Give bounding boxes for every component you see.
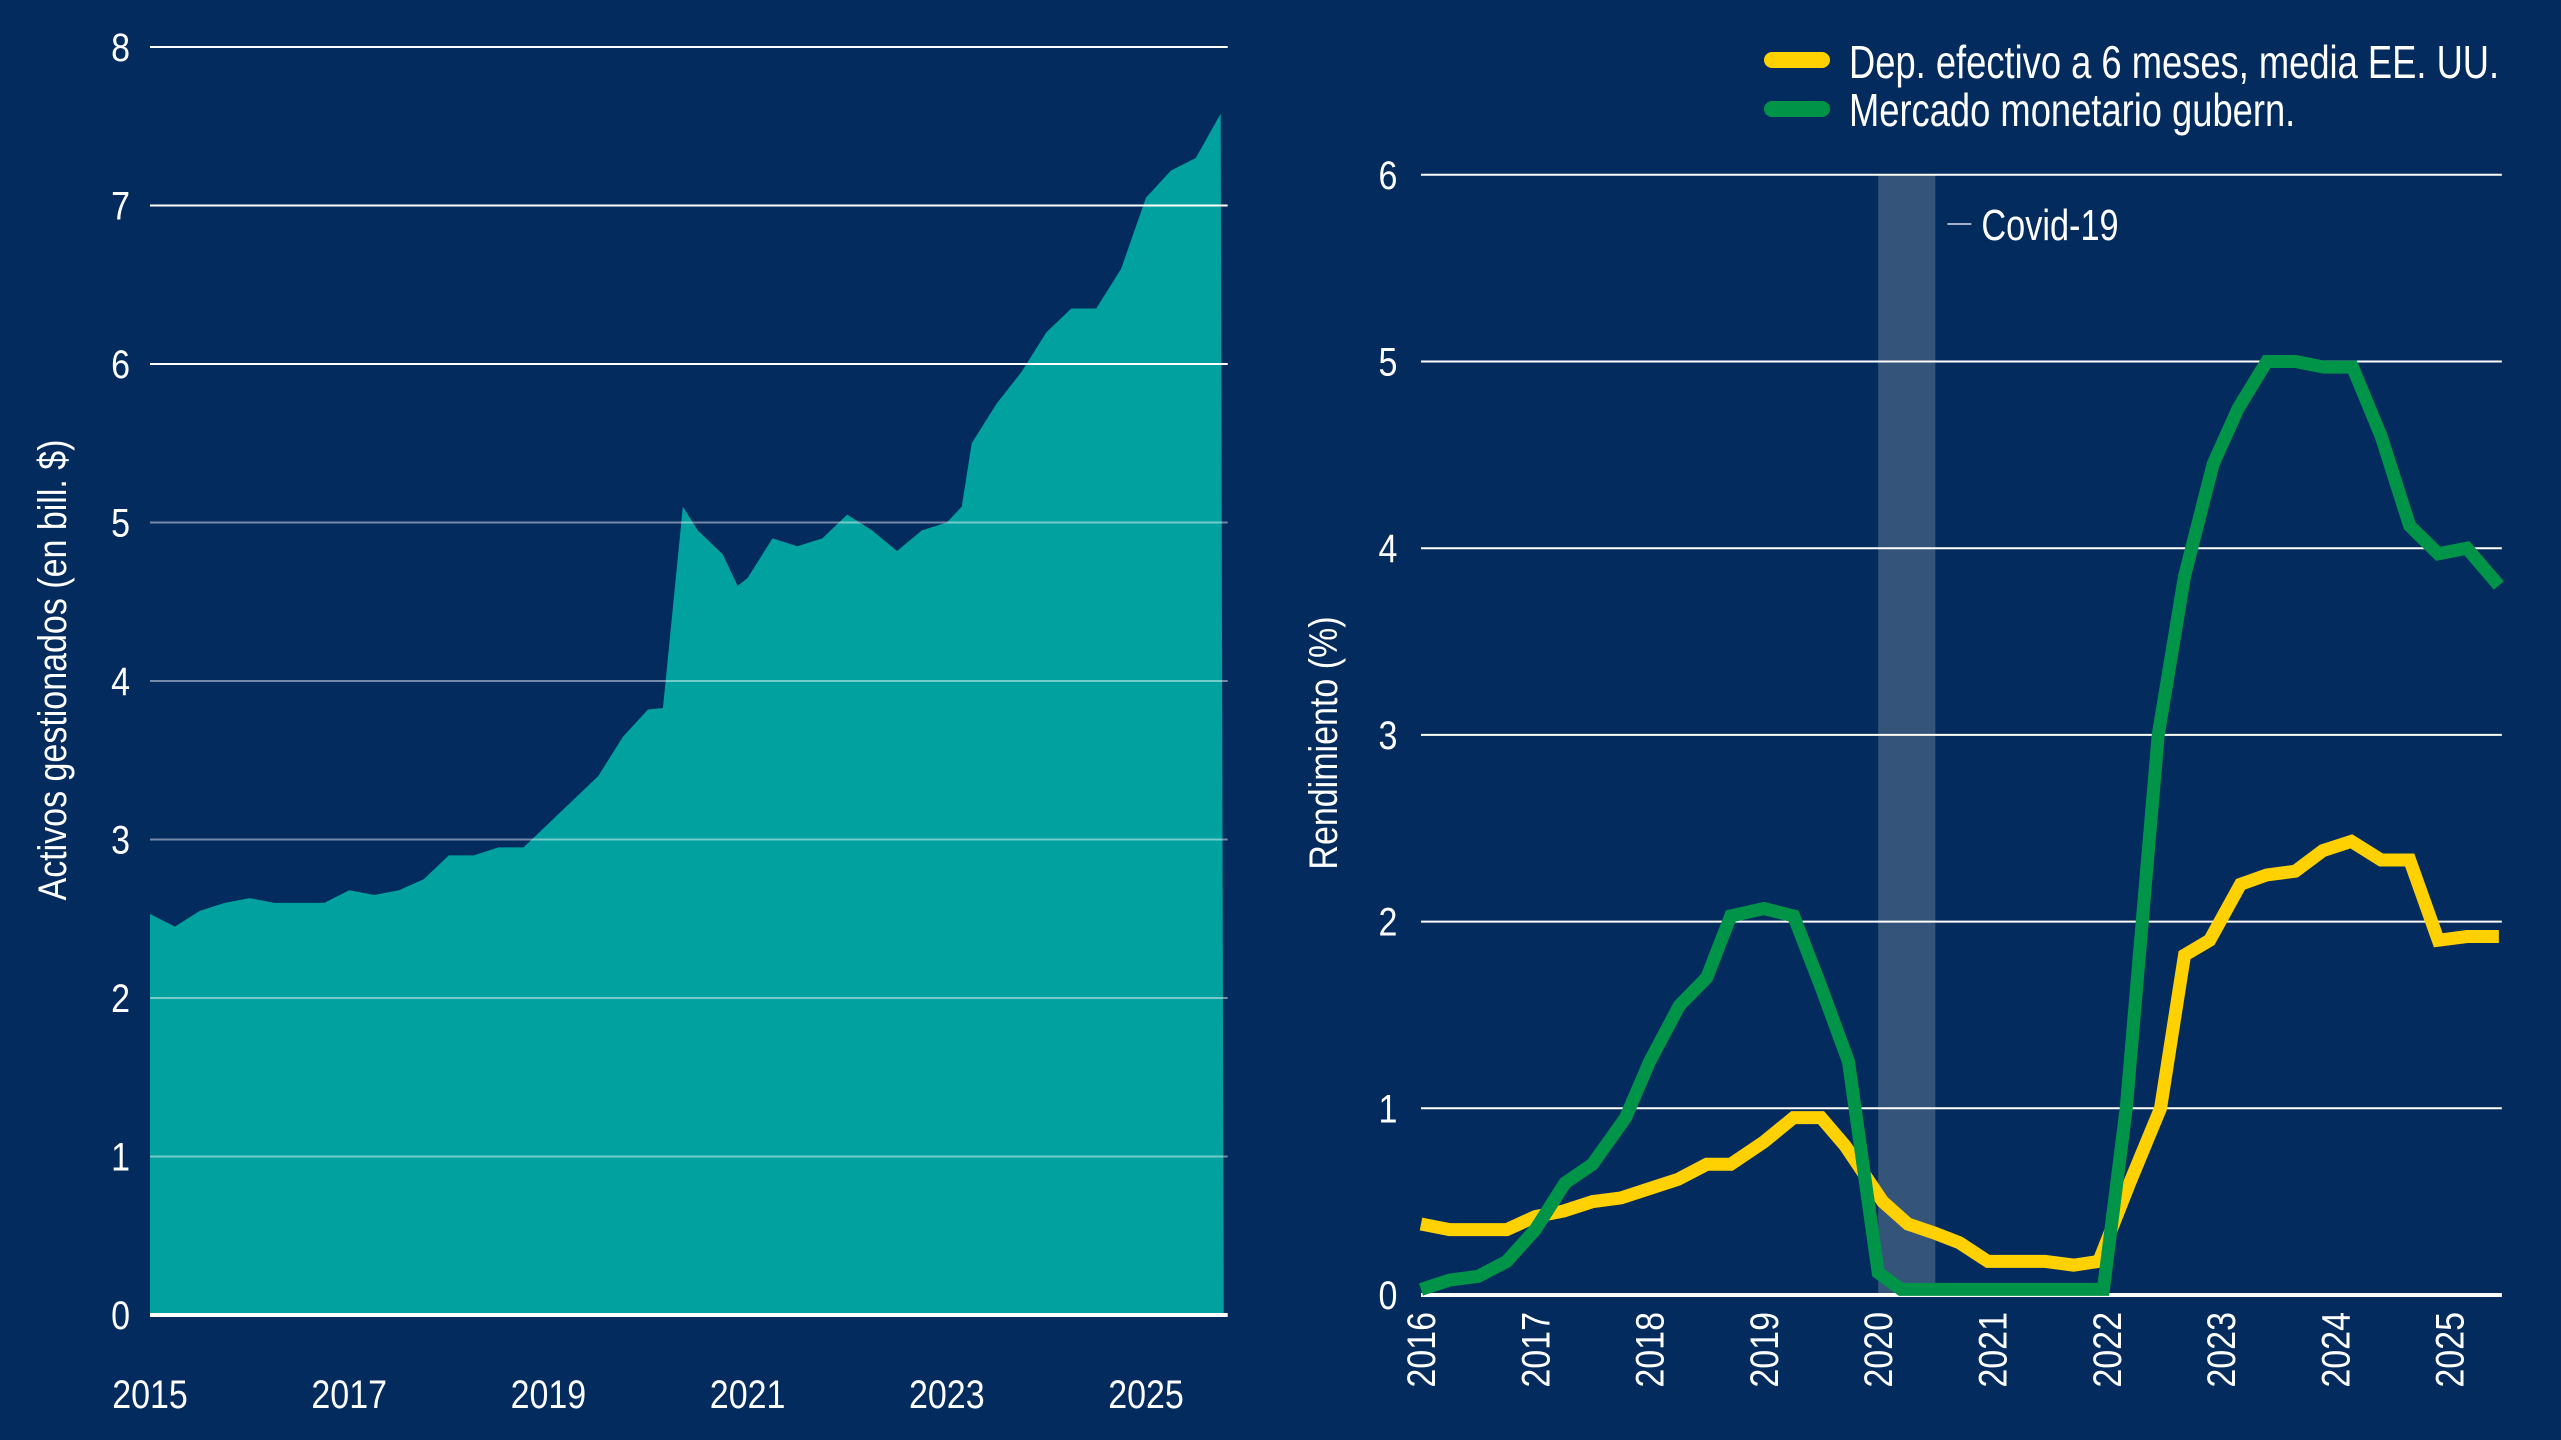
- y-tick-label: 8: [111, 24, 130, 69]
- x-tick-label: 2023: [909, 1371, 985, 1416]
- x-tick-label: 2025: [1108, 1371, 1184, 1416]
- right-y-axis-title: Rendimiento (%): [1300, 616, 1345, 869]
- y-tick-label: 0: [1379, 1272, 1398, 1317]
- y-tick-label: 6: [111, 341, 130, 386]
- x-tick-label: 2015: [112, 1371, 188, 1416]
- x-tick-label: 2021: [1970, 1312, 2015, 1388]
- x-tick-label: 2020: [1856, 1312, 1901, 1388]
- x-tick-label: 2022: [2084, 1312, 2129, 1388]
- y-tick-label: 7: [111, 183, 130, 228]
- x-tick-label: 2017: [1513, 1312, 1558, 1388]
- legend-label-deposit: Dep. efectivo a 6 meses, media EE. UU.: [1849, 36, 2499, 88]
- deposit-line: [1419, 834, 2499, 1272]
- yield-line-chart: 0 1 2 3 4 5 6 2016 2017 2018 2019 2020 2021 2022 2023 2…: [1379, 152, 2504, 1388]
- assets-area: [150, 113, 1224, 1316]
- y-tick-label: 4: [1379, 526, 1398, 571]
- x-tick-label: 2023: [2198, 1312, 2243, 1388]
- x-tick-label: 2019: [511, 1371, 587, 1416]
- left-y-axis-title: Activos gestionados (en bill. $): [29, 440, 74, 901]
- y-tick-label: 5: [1379, 339, 1398, 384]
- y-tick-label: 2: [111, 975, 130, 1020]
- x-tick-label: 2024: [2313, 1312, 2358, 1388]
- y-tick-label: 5: [111, 500, 130, 545]
- x-tick-label: 2021: [710, 1371, 786, 1416]
- legend-label-money-market: Mercado monetario gubern.: [1849, 84, 2295, 136]
- y-tick-label: 1: [1379, 1086, 1398, 1131]
- x-tick-label: 2018: [1627, 1312, 1672, 1388]
- x-tick-label: 2025: [2427, 1312, 2472, 1388]
- y-tick-label: 4: [111, 658, 130, 703]
- y-tick-label: 0: [111, 1292, 130, 1337]
- covid-label: Covid-19: [1981, 201, 2118, 250]
- x-tick-label: 2016: [1398, 1312, 1443, 1388]
- y-tick-label: 3: [1379, 712, 1398, 757]
- x-tick-label: 2017: [311, 1371, 387, 1416]
- y-tick-label: 3: [111, 817, 130, 862]
- y-tick-label: 2: [1379, 899, 1398, 944]
- x-tick-label: 2019: [1741, 1312, 1786, 1388]
- y-tick-label: 6: [1379, 152, 1398, 197]
- y-tick-label: 1: [111, 1134, 130, 1179]
- assets-area-chart: 0 1 2 3 4 5 6 7 8 2015 2017 2019 2021 2023 2025: [111, 24, 1228, 1417]
- money-market-line: [1418, 355, 2504, 1296]
- legend: Dep. efectivo a 6 meses, media EE. UU. M…: [1764, 36, 2499, 136]
